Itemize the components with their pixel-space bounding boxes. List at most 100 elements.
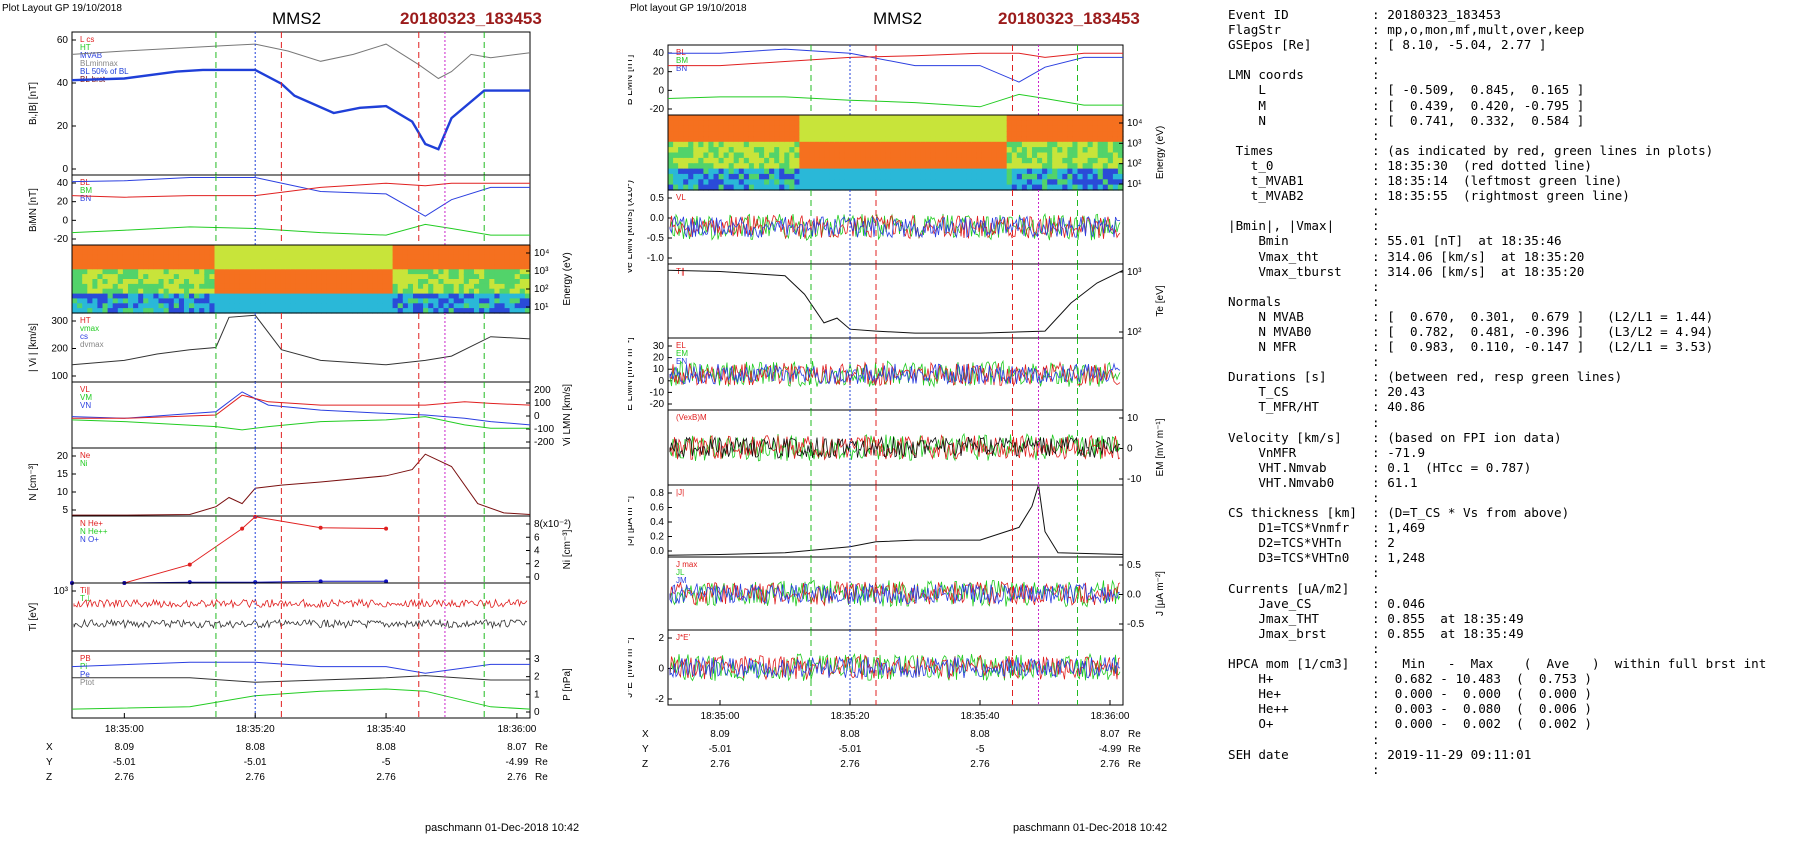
spectrogram-cell: [239, 293, 246, 300]
spectrogram-cell: [915, 131, 922, 138]
legend-entry: JL: [676, 568, 685, 577]
spectrogram-cell: [331, 249, 338, 256]
spectrogram-cell: [138, 245, 144, 251]
noise-trace: [669, 581, 1121, 607]
summary-line: :: [1228, 52, 1380, 68]
spectrogram-cell: [428, 298, 434, 304]
spectrogram-cell: [362, 274, 368, 280]
spectrogram-cell: [779, 179, 785, 186]
spectrogram-cell: [1042, 163, 1048, 170]
legend-entry: J max: [676, 560, 697, 569]
spectrogram-cell: [270, 274, 277, 280]
spectrogram-cell: [855, 163, 861, 170]
y-tick-label: 20: [57, 451, 69, 462]
spectrogram-cell: [753, 147, 760, 154]
spectrogram-cell: [920, 157, 927, 164]
spectrogram-cell: [1006, 120, 1013, 127]
spectrogram-cell: [367, 298, 373, 304]
spectrogram-cell: [77, 259, 83, 266]
legend-entry: EM: [676, 349, 688, 358]
spectrogram-cell: [779, 184, 785, 191]
spectrogram-cell: [910, 115, 917, 121]
spectrogram-cell: [77, 308, 83, 314]
spectrogram-cell: [733, 147, 740, 154]
spectrogram-cell: [519, 283, 526, 290]
spectrogram-cell: [362, 264, 368, 270]
spectrogram-cell: [484, 293, 490, 300]
spectrogram-cell: [514, 293, 521, 300]
spectrogram-cell: [336, 269, 343, 275]
spectrogram-cell: [885, 120, 892, 127]
spectrogram-cell: [285, 283, 292, 290]
spectrogram-cell: [900, 157, 907, 164]
spectrogram-cell: [920, 141, 927, 148]
spectrogram-cell: [698, 125, 704, 132]
spectrogram-cell: [484, 269, 490, 275]
spectrogram-cell: [519, 274, 526, 280]
spectrogram-cell: [438, 269, 445, 275]
spectrogram-cell: [128, 293, 134, 300]
spectrogram-cell: [128, 254, 134, 261]
spectrogram-cell: [199, 293, 205, 300]
spectrogram-cell: [900, 168, 907, 175]
spectrogram-cell: [239, 254, 246, 261]
spectrogram-cell: [280, 245, 287, 251]
spectrogram-cell: [668, 120, 674, 127]
spectrogram-cell: [971, 125, 977, 132]
spectrogram-cell: [112, 303, 119, 309]
spectrogram-cell: [509, 274, 516, 280]
spectrogram-cell: [423, 308, 429, 314]
spectrogram-cell: [890, 136, 897, 143]
spectrogram-cell: [925, 163, 932, 170]
spectrogram-cell: [779, 168, 785, 175]
spectrogram-cell: [844, 163, 851, 170]
legend-entry: N O+: [80, 535, 99, 544]
spectrogram-cell: [402, 269, 409, 275]
spectrogram-cell: [250, 298, 256, 304]
spectrogram-cell: [275, 293, 282, 300]
spectrogram-cell: [468, 264, 475, 270]
summary-line: D2=TCS*VHTn : 2: [1228, 535, 1395, 551]
spectrogram-cell: [214, 274, 221, 280]
spectrogram-cell: [402, 303, 409, 309]
spectrogram-cell: [794, 163, 801, 170]
spectrogram-cell: [484, 245, 490, 251]
summary-line: :: [1228, 414, 1380, 430]
spectrogram-cell: [1072, 131, 1079, 138]
spectrogram-cell: [107, 274, 114, 280]
spectrogram-cell: [920, 179, 927, 186]
spectrogram-cell: [463, 245, 470, 251]
spectrogram-cell: [418, 259, 424, 266]
spectrogram-cell: [499, 303, 506, 309]
spectrogram-cell: [779, 120, 785, 127]
spectrogram-cell: [453, 274, 460, 280]
spectrogram-cell: [738, 184, 745, 191]
spectrogram-cell: [779, 131, 785, 138]
spectrogram-cell: [153, 283, 160, 290]
spectrogram-cell: [189, 288, 195, 295]
spectrogram-cell: [443, 254, 450, 261]
spectrogram-cell: [941, 163, 947, 170]
y-axis-label: |J| [μA m⁻²]: [628, 496, 635, 546]
spectrogram-cell: [986, 184, 993, 191]
spectrogram-cell: [759, 163, 765, 170]
spectrogram-cell: [683, 115, 689, 121]
spectrogram-cell: [158, 245, 165, 251]
spectrogram-cell: [97, 254, 104, 261]
spectrogram-cell: [1077, 184, 1084, 191]
spectrogram-cell: [387, 249, 394, 256]
spectrogram-cell: [930, 131, 937, 138]
spectrogram-cell: [885, 163, 892, 170]
spectrogram-cell: [433, 283, 439, 290]
spectrogram-cell: [178, 308, 185, 314]
spectrogram-cell: [77, 288, 83, 295]
legend-entry: BLminmax: [80, 59, 118, 68]
spectrogram-cell: [693, 163, 699, 170]
y-tick-label: 6: [534, 532, 540, 543]
spectrogram-cell: [814, 131, 821, 138]
spectrogram-cell: [723, 131, 730, 138]
spectrogram-cell: [458, 303, 465, 309]
spectrogram-cell: [341, 283, 348, 290]
spectrogram-cell: [367, 269, 373, 275]
